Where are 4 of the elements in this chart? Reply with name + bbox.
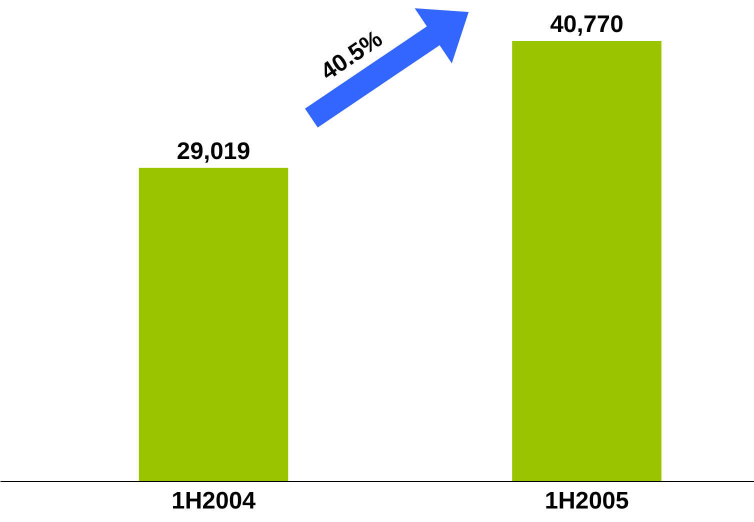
x-tick-label: 1H2005 xyxy=(544,488,629,514)
x-tick-label: 1H2004 xyxy=(171,488,256,514)
data-label: 29,019 xyxy=(176,138,250,165)
data-label: 40,770 xyxy=(550,11,624,38)
